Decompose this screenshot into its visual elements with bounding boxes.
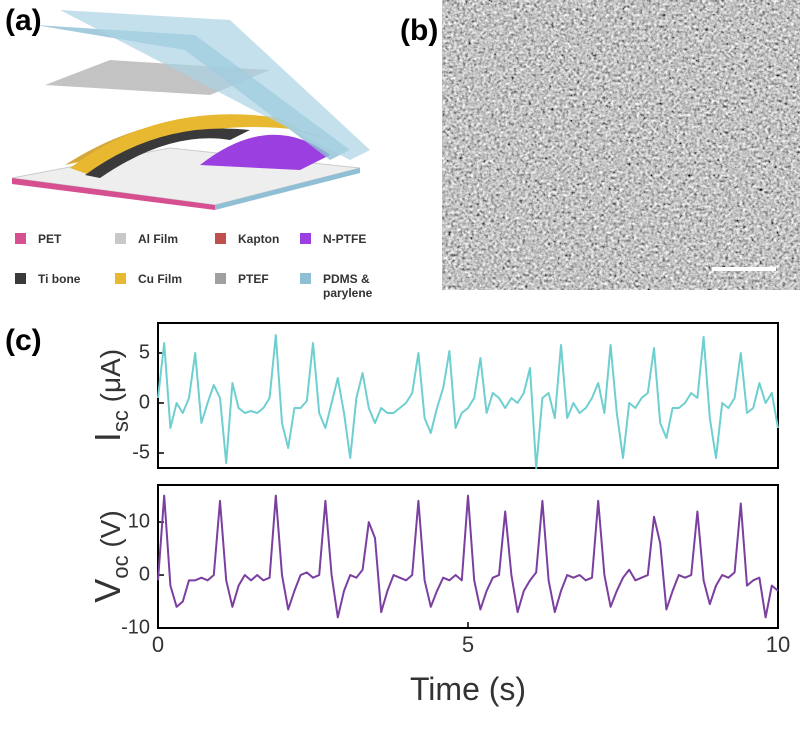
legend-label: Kapton	[238, 232, 280, 246]
y-tick-label: -5	[132, 441, 150, 463]
data-line	[157, 494, 779, 619]
y-label-unit: (μA)	[95, 349, 126, 402]
data-line	[157, 334, 779, 469]
y-tick-label: -10	[121, 616, 150, 638]
y-tick-label: 0	[139, 563, 150, 585]
legend-swatch	[115, 233, 126, 244]
x-axis-label: Time (s)	[410, 671, 526, 707]
x-tick-label: 0	[152, 632, 164, 657]
x-tick-label: 5	[462, 632, 474, 657]
legend-swatch	[15, 233, 26, 244]
device-illustration	[11, 10, 370, 210]
scale-bar	[712, 267, 776, 271]
legend-label: N-PTFE	[323, 232, 367, 246]
legend-item: Cu Film	[115, 272, 195, 286]
y-label-space	[95, 548, 126, 556]
y-axis-label: Voc (V)	[87, 510, 133, 602]
y-label-unit: (V)	[95, 510, 126, 547]
y-tick-label: 0	[139, 391, 150, 413]
y-label-space	[95, 402, 126, 410]
legend-label: Ti bone	[38, 272, 81, 286]
y-axis-label: Isc (μA)	[87, 349, 133, 442]
y-tick-label: 5	[139, 341, 150, 363]
y-label-main: V	[87, 579, 128, 603]
panel-label: (c)	[5, 324, 42, 357]
legend-swatch	[215, 273, 226, 284]
legend-label: PTEF	[238, 272, 269, 286]
legend-item: Al Film	[115, 232, 195, 246]
panel-label: (a)	[5, 4, 42, 37]
y-label-main: I	[87, 432, 128, 442]
plot-frame	[157, 322, 779, 469]
legend-item: PDMS & parylene	[300, 272, 380, 300]
legend-label: Al Film	[138, 232, 179, 246]
legend-item: Kapton	[215, 232, 295, 246]
sem-image	[442, 0, 800, 290]
legend-label: Cu Film	[138, 272, 182, 286]
panel-label: (b)	[400, 14, 438, 47]
y-label-sub: sc	[108, 410, 133, 432]
legend-item: PTEF	[215, 272, 295, 286]
legend-label: PET	[38, 232, 62, 246]
legend-swatch	[15, 273, 26, 284]
x-tick-label: 10	[766, 632, 790, 657]
legend-swatch	[300, 233, 311, 244]
legend-swatch	[115, 273, 126, 284]
legend-swatch	[215, 233, 226, 244]
legend-swatch	[300, 273, 311, 284]
legend-label: PDMS & parylene	[323, 272, 373, 300]
legend-item: N-PTFE	[300, 232, 380, 246]
legend-item: Ti bone	[15, 272, 95, 286]
legend-item: PET	[15, 232, 95, 246]
y-label-sub: oc	[108, 555, 133, 578]
y-tick-label: 10	[128, 510, 150, 532]
